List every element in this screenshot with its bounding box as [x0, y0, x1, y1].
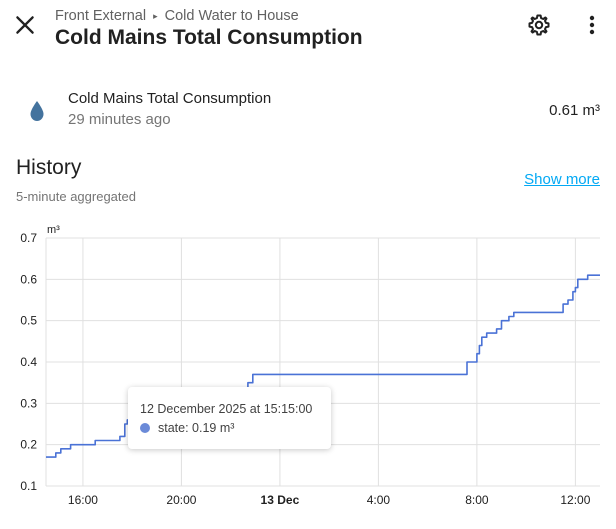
x-tick-label: 8:00: [465, 493, 489, 507]
y-tick-label: 0.2: [20, 438, 37, 452]
history-title: History: [16, 156, 82, 179]
y-tick-label: 0.7: [20, 231, 37, 245]
tooltip-series-marker: [140, 423, 150, 433]
water-drop-icon: [30, 101, 44, 121]
y-tick-label: 0.1: [20, 479, 37, 493]
entity-row[interactable]: Cold Mains Total Consumption 29 minutes …: [0, 86, 616, 134]
entity-last-changed: 29 minutes ago: [68, 111, 171, 128]
close-icon[interactable]: [12, 12, 38, 38]
gear-icon[interactable]: [527, 13, 551, 37]
y-tick-label: 0.6: [20, 272, 37, 286]
y-axis-unit: m³: [47, 224, 60, 236]
x-axis-labels: 16:00 20:00 13 Dec 4:00 8:00 12:00: [68, 493, 591, 507]
entity-state: 0.61 m³: [549, 102, 600, 119]
page-title: Cold Mains Total Consumption: [55, 26, 363, 49]
tooltip-title: 12 December 2025 at 15:15:00: [140, 402, 313, 416]
y-axis-labels: 0.1 0.2 0.3 0.4 0.5 0.6 0.7: [20, 231, 37, 493]
top-bar: Front External ▸ Cold Water to House Cold …: [0, 0, 616, 60]
chart-tooltip: 12 December 2025 at 15:15:00 state: 0.19…: [128, 387, 331, 449]
tooltip-value: state: 0.19 m³: [158, 421, 235, 435]
x-tick-label: 4:00: [367, 493, 391, 507]
breadcrumb-separator: ▸: [153, 11, 158, 21]
history-subtitle: 5-minute aggregated: [16, 189, 136, 204]
x-tick-label: 16:00: [68, 493, 98, 507]
entity-name: Cold Mains Total Consumption: [68, 90, 272, 107]
more-vertical-icon[interactable]: [582, 13, 602, 37]
y-tick-label: 0.5: [20, 314, 37, 328]
y-tick-label: 0.4: [20, 355, 37, 369]
x-tick-label: 20:00: [166, 493, 196, 507]
show-more-link[interactable]: Show more: [524, 171, 600, 188]
history-chart[interactable]: 0.1 0.2 0.3 0.4 0.5 0.6 0.7 16:00 20:00 13 Dec 4:…: [0, 220, 616, 525]
breadcrumb-item-area[interactable]: Front External: [55, 8, 147, 24]
y-tick-label: 0.3: [20, 396, 37, 410]
x-tick-label: 12:00: [560, 493, 590, 507]
breadcrumb: Front External ▸ Cold Water to House: [55, 8, 299, 24]
breadcrumb-item-device[interactable]: Cold Water to House: [164, 8, 299, 24]
x-tick-label: 13 Dec: [261, 493, 300, 507]
series-line-state: [46, 274, 600, 458]
